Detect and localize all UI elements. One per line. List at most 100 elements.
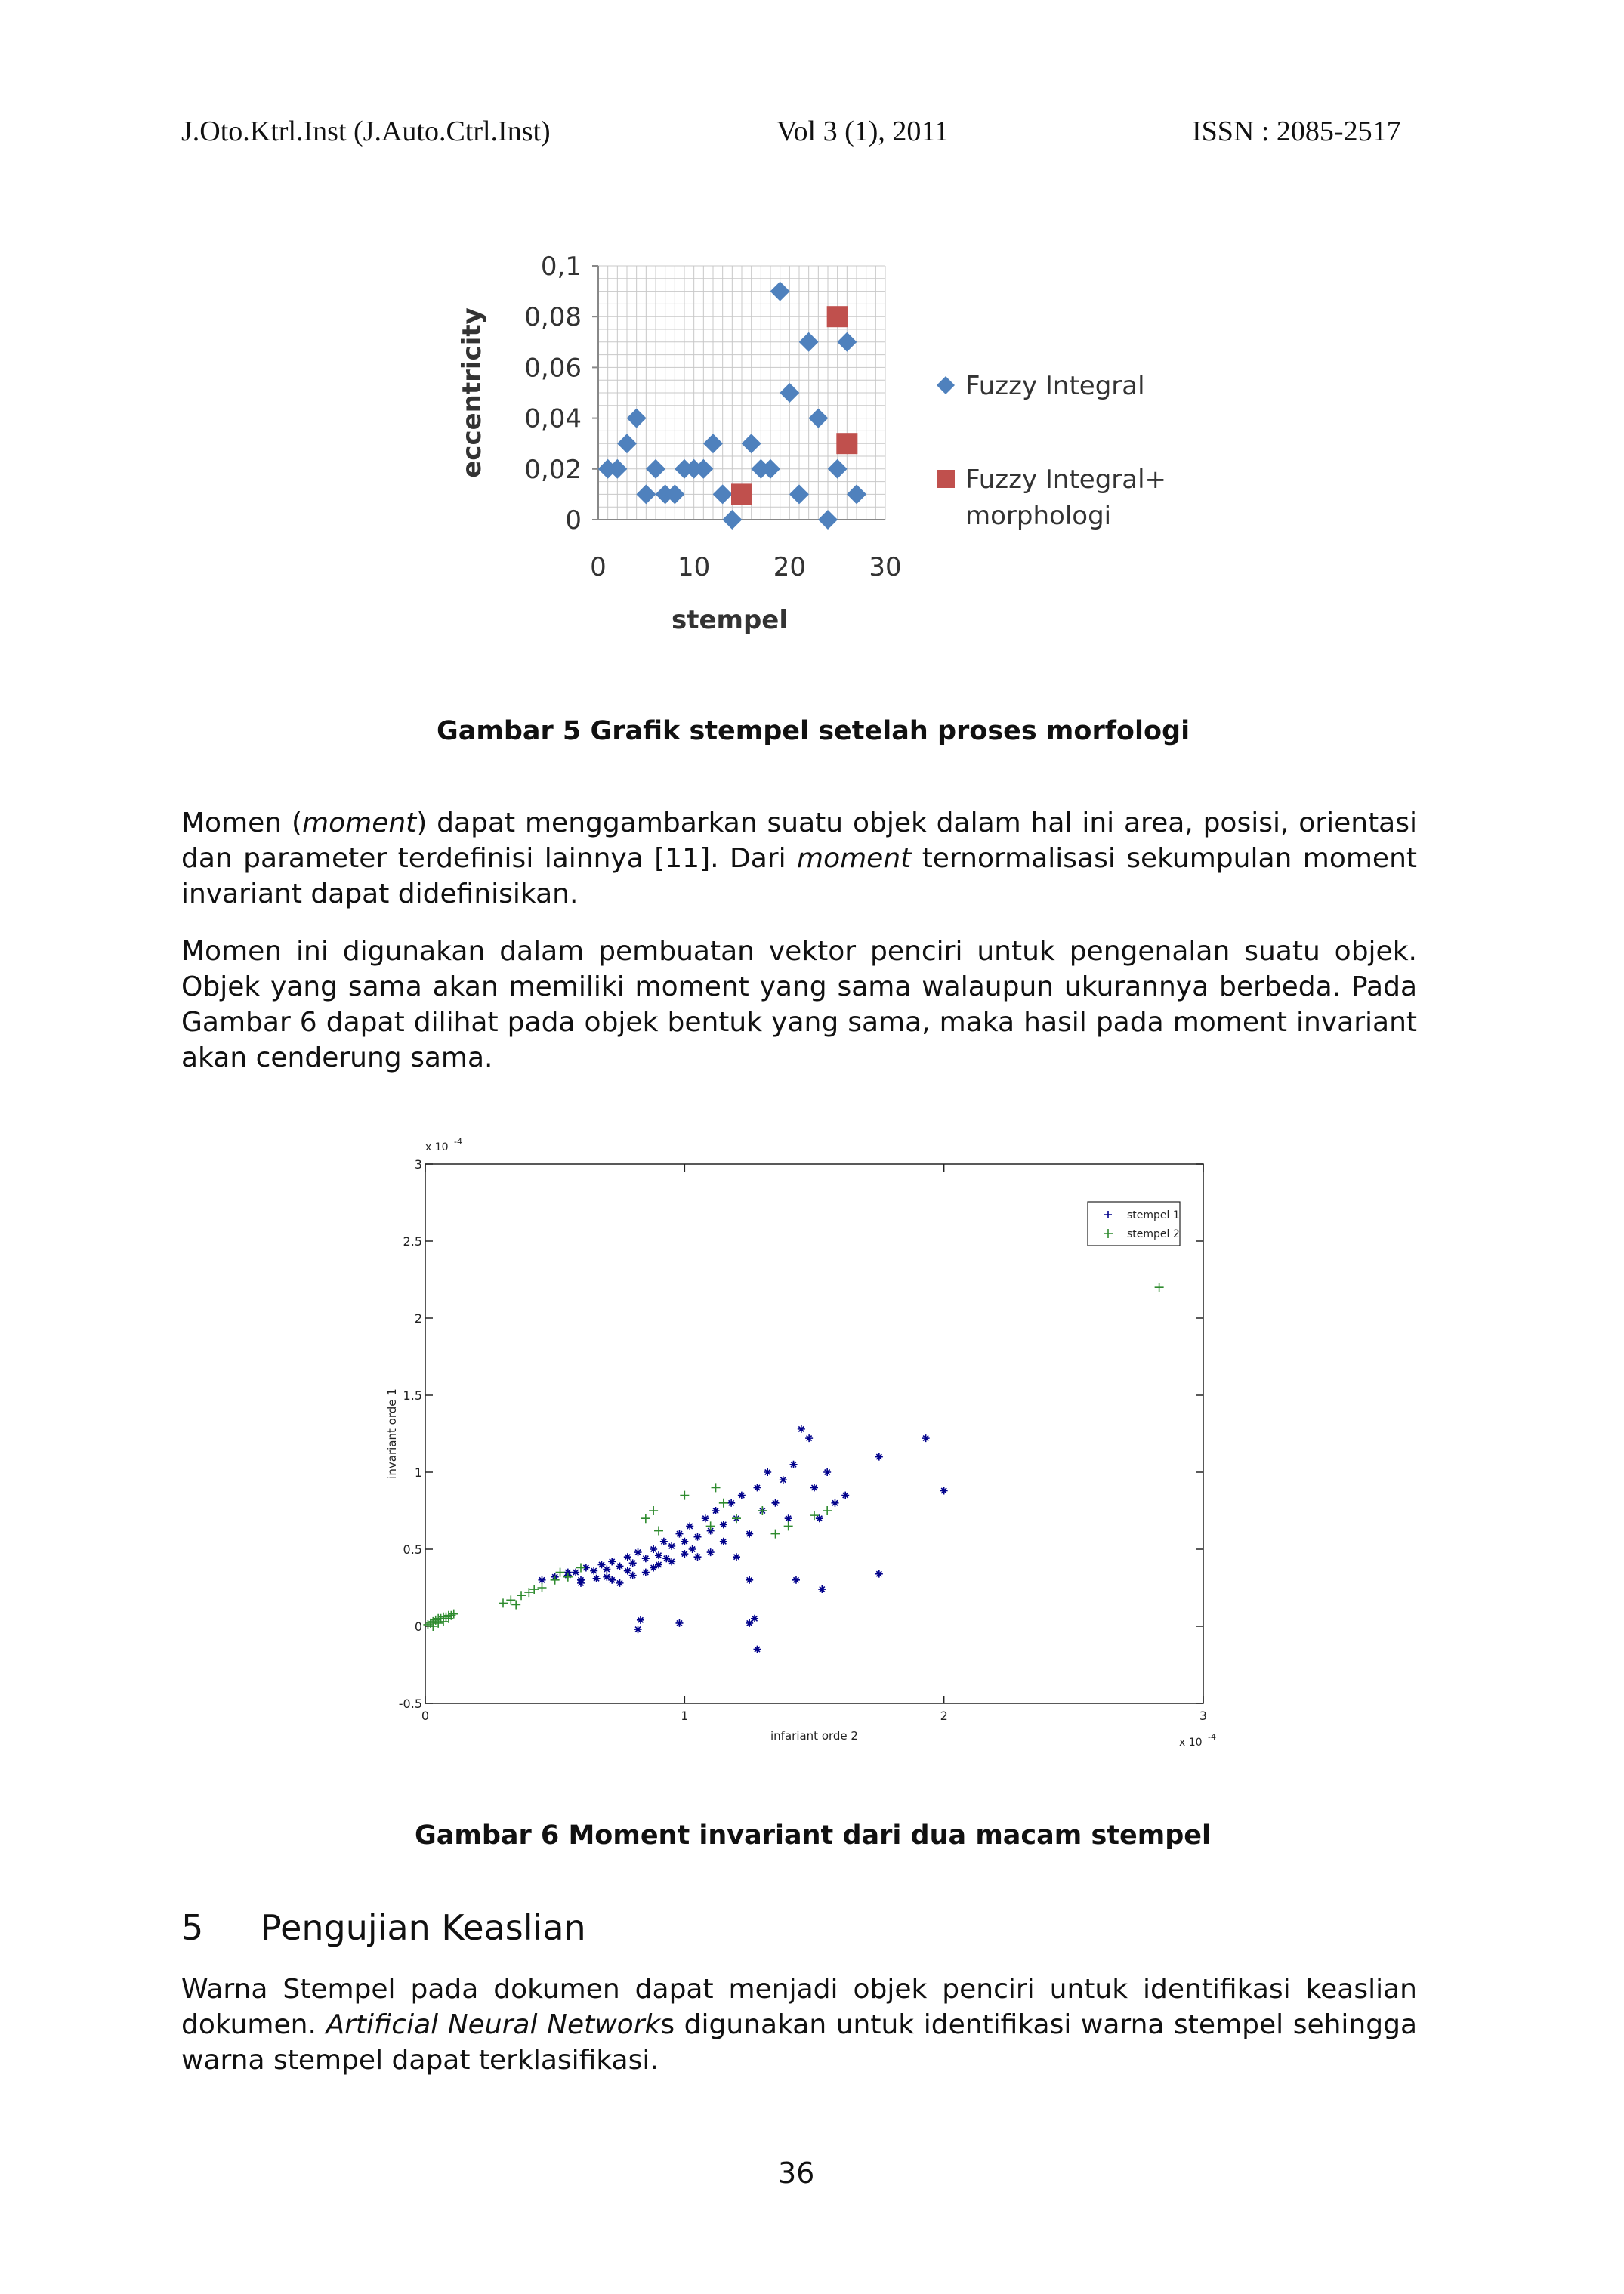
y-tick-label: 0.5: [403, 1542, 422, 1557]
x-axis-multiplier: x 10: [1179, 1737, 1203, 1749]
data-point-stempel-2: [537, 1583, 547, 1592]
y-tick-label: 0,06: [524, 353, 582, 383]
legend-marker-fuzzy-integral: [937, 376, 955, 394]
data-point-fuzzy-integral: [626, 408, 647, 428]
data-point-stempel-1: [751, 1614, 759, 1622]
legend-box: [1087, 1201, 1181, 1246]
data-point-stempel-1: [608, 1558, 616, 1566]
legend-label-stempel-2: stempel 2: [1127, 1228, 1180, 1240]
data-point-stempel-1: [675, 1619, 684, 1627]
data-point-stempel-1: [727, 1499, 736, 1507]
data-point-stempel-2: [810, 1511, 819, 1521]
text-run: ) dapat menggambarkan suatu objek dalam …: [181, 807, 1417, 874]
data-point-fuzzy-integral: [636, 484, 656, 505]
text-run: ternormalisasi sekumpulan moment invaria…: [181, 843, 1418, 909]
data-point-stempel-2: [434, 1618, 443, 1628]
data-point-stempel-1: [818, 1585, 826, 1594]
data-point-stempel-1: [590, 1567, 598, 1575]
data-point-stempel-2: [758, 1506, 767, 1515]
italic-term: moment: [302, 807, 417, 838]
data-point-stempel-1: [641, 1555, 650, 1563]
y-tick-label: 0,02: [524, 455, 582, 485]
legend-marker-stempel-2: [1104, 1229, 1113, 1238]
data-point-stempel-1: [668, 1558, 676, 1566]
data-point-stempel-1: [659, 1537, 668, 1545]
data-point-stempel-1: [875, 1453, 883, 1461]
data-point-fuzzy-integral: [617, 434, 637, 454]
data-point-fuzzy-integral-morphologi: [826, 306, 848, 328]
x-axis-multiplier-exponent: -4: [1208, 1732, 1216, 1742]
data-point-stempel-1: [616, 1562, 624, 1570]
text-run: Momen ini digunakan dalam pembuatan vekt…: [181, 936, 1417, 1073]
data-point-stempel-1: [719, 1521, 727, 1529]
data-point-stempel-2: [732, 1514, 741, 1524]
data-point-fuzzy-integral: [761, 458, 780, 479]
data-point-stempel-1: [823, 1468, 832, 1476]
data-point-stempel-2: [511, 1600, 521, 1610]
data-point-stempel-1: [628, 1571, 637, 1579]
data-point-stempel-2: [654, 1526, 663, 1536]
data-point-fuzzy-integral-morphologi: [836, 433, 858, 455]
data-point-stempel-1: [805, 1434, 814, 1443]
data-point-stempel-1: [616, 1579, 624, 1587]
data-point-stempel-1: [706, 1548, 715, 1557]
data-point-fuzzy-integral: [837, 332, 857, 352]
data-point-stempel-1: [675, 1530, 684, 1538]
data-point-stempel-2: [563, 1572, 573, 1582]
data-point-stempel-1: [668, 1542, 676, 1550]
data-point-stempel-1: [603, 1573, 611, 1581]
data-point-stempel-1: [701, 1514, 709, 1523]
x-tick-label: 10: [678, 552, 710, 582]
data-point-stempel-1: [628, 1559, 637, 1567]
data-point-fuzzy-integral: [847, 484, 866, 505]
chart-gridlines: [597, 265, 886, 520]
data-point-stempel-1: [572, 1568, 580, 1576]
data-point-fuzzy-integral: [780, 383, 800, 403]
legend-label-fuzzy-integral-morphologi-line1: Fuzzy Integral+: [965, 465, 1166, 495]
text-run: Warna Stempel pada dokumen dapat menjadi…: [181, 1974, 1417, 2040]
y-tick-label: 1: [415, 1465, 422, 1480]
data-point-stempel-1: [753, 1645, 761, 1653]
data-point-stempel-2: [443, 1613, 453, 1623]
data-point-stempel-1: [681, 1537, 689, 1545]
data-point-stempel-1: [686, 1522, 694, 1530]
legend-marker-fuzzy-integral-morphologi: [937, 470, 955, 488]
x-axis-label: infariant orde 2: [770, 1729, 858, 1743]
data-point-stempel-2: [550, 1575, 560, 1585]
figure-5-chart: 0 0,02 0,04 0,06 0,08 0,1 0 10 20 30 stempel eccent…: [457, 252, 1166, 635]
data-point-stempel-2: [705, 1521, 715, 1531]
data-point-stempel-1: [792, 1576, 800, 1584]
y-tick-label: -0.5: [399, 1697, 422, 1711]
figure-6-chart: -0.500.511.522.530 1 2 3x 10 -4x 10 -4infaria…: [385, 1137, 1216, 1749]
figure-6-caption: Gambar 6 Moment invariant dari dua macam…: [415, 1820, 1211, 1851]
legend-label-fuzzy-integral-morphologi-line2: morphologi: [965, 501, 1111, 531]
data-point-stempel-1: [662, 1555, 671, 1563]
data-point-stempel-2: [823, 1506, 832, 1515]
data-point-stempel-1: [623, 1567, 631, 1575]
data-point-stempel-1: [603, 1565, 611, 1573]
data-point-stempel-1: [789, 1460, 798, 1468]
data-point-stempel-1: [779, 1476, 787, 1484]
data-point-stempel-2: [641, 1514, 650, 1524]
y-tick-label: 2.5: [403, 1234, 422, 1249]
data-point-stempel-1: [875, 1570, 883, 1578]
data-point-fuzzy-integral: [770, 281, 790, 301]
data-point-stempel-1: [746, 1576, 754, 1584]
data-point-stempel-2: [506, 1595, 516, 1605]
data-point-stempel-1: [753, 1484, 761, 1492]
data-point-stempel-1: [719, 1537, 727, 1545]
legend-marker-stempel-1: [1104, 1211, 1112, 1218]
italic-term: moment: [797, 843, 912, 874]
section-number: 5: [181, 1907, 204, 1948]
data-point-stempel-1: [641, 1568, 650, 1576]
data-point-stempel-2: [555, 1567, 565, 1577]
data-point-stempel-1: [655, 1551, 662, 1560]
data-point-stempel-1: [634, 1626, 642, 1634]
data-point-stempel-1: [681, 1550, 689, 1558]
data-point-stempel-1: [538, 1576, 546, 1584]
data-point-fuzzy-integral: [827, 458, 848, 479]
data-point-stempel-1: [706, 1527, 715, 1535]
x-tick-label: 20: [773, 552, 806, 582]
data-point-stempel-1: [563, 1568, 572, 1576]
paragraph-authenticity: Warna Stempel pada dokumen dapat menjadi…: [181, 1971, 1417, 2078]
